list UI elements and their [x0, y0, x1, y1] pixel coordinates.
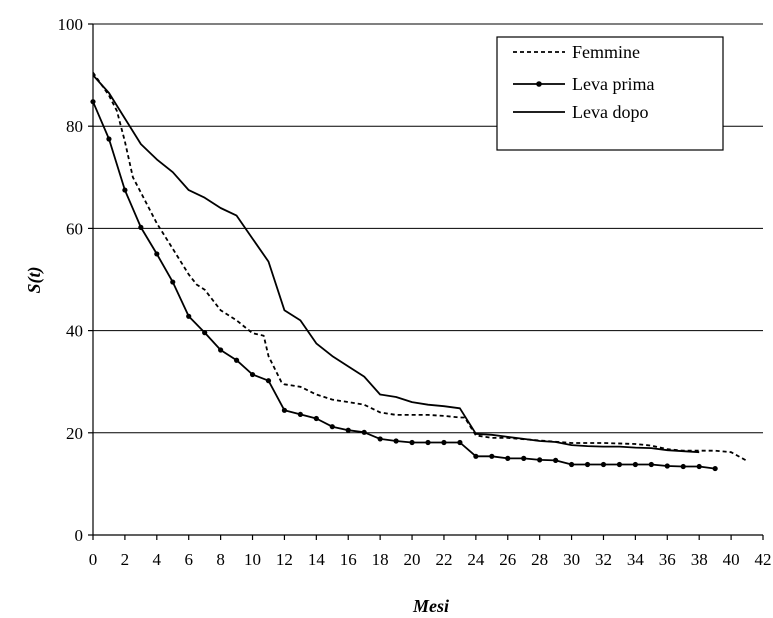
x-tick-label-30: 30	[563, 550, 580, 569]
data-point-leva-prima-25	[489, 453, 495, 459]
legend-label-femmine: Femmine	[572, 42, 640, 62]
data-point-leva-prima-12	[281, 407, 288, 413]
y-tick-label-60: 60	[66, 219, 83, 238]
y-tick-label-80: 80	[66, 117, 83, 136]
x-tick-label-14: 14	[308, 550, 326, 569]
data-point-leva-prima-3	[138, 224, 144, 230]
legend-marker-leva-prima	[536, 81, 542, 87]
data-point-leva-prima-8	[218, 347, 224, 353]
data-point-leva-prima-32	[600, 461, 607, 468]
data-point-leva-prima-28	[537, 457, 543, 463]
y-tick-label-40: 40	[66, 322, 83, 341]
y-tick-label-100: 100	[58, 15, 84, 34]
x-tick-label-18: 18	[372, 550, 389, 569]
x-tick-label-8: 8	[216, 550, 225, 569]
data-point-leva-prima-23	[457, 439, 463, 446]
data-point-leva-prima-7	[202, 330, 208, 336]
x-tick-label-32: 32	[595, 550, 612, 569]
x-tick-label-6: 6	[184, 550, 193, 569]
series-line-leva-dopo	[92, 74, 700, 454]
legend-label-leva-prima: Leva prima	[572, 74, 654, 94]
x-tick-label-22: 22	[435, 550, 452, 569]
data-point-leva-prima-1	[106, 136, 112, 142]
x-tick-label-10: 10	[244, 550, 261, 569]
data-point-leva-prima-39	[712, 465, 718, 472]
data-point-leva-prima-11	[265, 378, 272, 384]
data-point-leva-prima-33	[616, 461, 623, 468]
series-line-leva-prima	[92, 101, 716, 470]
y-tick-label-0: 0	[75, 526, 84, 545]
data-point-leva-prima-17	[361, 429, 367, 435]
data-point-leva-prima-15	[329, 424, 335, 430]
x-tick-label-38: 38	[691, 550, 708, 569]
data-point-leva-prima-2	[122, 187, 128, 193]
data-point-leva-prima-21	[425, 439, 431, 446]
x-tick-label-0: 0	[89, 550, 98, 569]
x-tick-label-26: 26	[499, 550, 516, 569]
data-point-leva-prima-13	[297, 411, 303, 418]
data-point-leva-prima-9	[233, 357, 240, 363]
legend-box	[496, 36, 724, 151]
data-point-leva-prima-36	[664, 463, 670, 469]
data-point-leva-prima-31	[584, 461, 591, 468]
x-tick-label-12: 12	[276, 550, 293, 569]
data-point-leva-prima-14	[313, 415, 319, 422]
y-axis-title: S(t)	[24, 267, 45, 294]
data-point-leva-prima-35	[648, 461, 654, 468]
y-tick-label-20: 20	[66, 424, 83, 443]
data-point-leva-prima-0	[90, 99, 96, 105]
x-tick-label-2: 2	[121, 550, 130, 569]
data-point-leva-prima-19	[393, 438, 399, 444]
data-point-leva-prima-22	[441, 439, 447, 446]
x-tick-label-40: 40	[723, 550, 740, 569]
data-point-leva-prima-30	[568, 461, 575, 468]
data-point-leva-prima-16	[345, 427, 351, 433]
series-lines	[90, 71, 748, 472]
x-tick-label-34: 34	[627, 550, 645, 569]
x-tick-label-4: 4	[153, 550, 162, 569]
data-point-leva-prima-27	[521, 455, 527, 461]
data-point-leva-prima-29	[553, 457, 559, 463]
x-tick-label-28: 28	[531, 550, 548, 569]
x-tick-label-36: 36	[659, 550, 676, 569]
data-point-leva-prima-6	[186, 313, 192, 319]
x-tick-label-20: 20	[404, 550, 421, 569]
legend: Femmine Leva prima Leva dopo	[496, 36, 724, 151]
data-point-leva-prima-10	[249, 371, 256, 378]
data-point-leva-prima-4	[154, 251, 160, 257]
data-point-leva-prima-18	[377, 436, 383, 442]
x-tick-label-16: 16	[340, 550, 357, 569]
legend-label-leva-dopo: Leva dopo	[572, 102, 648, 122]
data-point-leva-prima-38	[696, 463, 702, 470]
data-point-leva-prima-5	[170, 279, 176, 285]
x-tick-label-24: 24	[467, 550, 485, 569]
x-tick-label-42: 42	[755, 550, 772, 569]
x-axis-title: Mesi	[412, 596, 449, 616]
data-point-leva-prima-20	[409, 439, 415, 446]
axes	[88, 23, 764, 540]
data-point-leva-prima-26	[505, 455, 511, 461]
data-point-leva-prima-34	[632, 461, 638, 468]
data-point-leva-prima-24	[473, 453, 479, 459]
data-point-leva-prima-37	[680, 463, 686, 470]
